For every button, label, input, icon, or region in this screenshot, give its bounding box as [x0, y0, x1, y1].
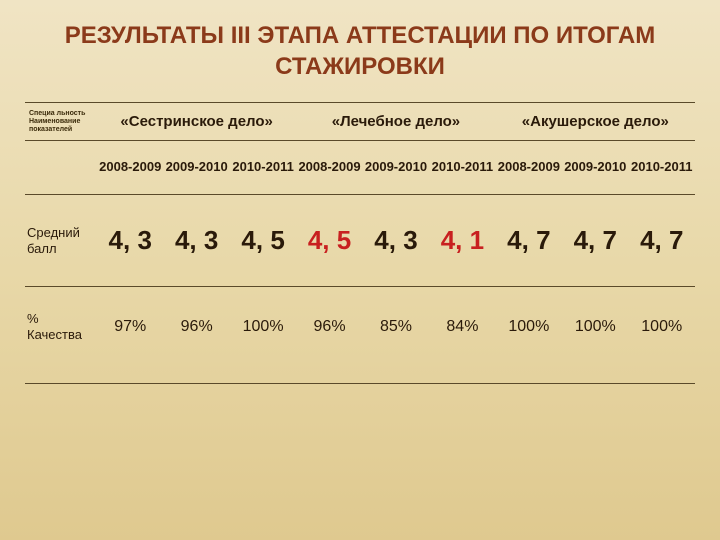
- year-header: 2008-2009: [296, 141, 362, 195]
- specialty-header: «Сестринское дело»: [97, 103, 296, 141]
- year-header: 2009-2010: [163, 141, 229, 195]
- avg-score-row: Средний балл 4, 3 4, 3 4, 5 4, 5 4, 3 4,…: [25, 195, 695, 287]
- table-cell: 100%: [496, 287, 562, 383]
- table-cell: 85%: [363, 287, 429, 383]
- avg-value: 4, 1: [441, 225, 484, 255]
- table-cell: 4, 7: [562, 195, 628, 287]
- empty-cell: [25, 141, 97, 195]
- avg-value: 4, 3: [109, 225, 152, 255]
- table-cell: 4, 3: [97, 195, 163, 287]
- year-header: 2008-2009: [97, 141, 163, 195]
- table-cell: 4, 7: [496, 195, 562, 287]
- pct-value: 100%: [243, 318, 284, 335]
- avg-value: 4, 5: [241, 225, 284, 255]
- table-cell: 96%: [163, 287, 229, 383]
- results-table: Специа льность Наименование показателей …: [25, 102, 695, 383]
- year-header: 2010-2011: [429, 141, 495, 195]
- pct-value: 97%: [114, 318, 146, 335]
- specialty-header: «Акушерское дело»: [496, 103, 695, 141]
- row-label: Средний балл: [25, 195, 97, 287]
- quality-pct-row: % Качества 97% 96% 100% 96% 85% 84% 100%…: [25, 287, 695, 383]
- avg-value: 4, 3: [175, 225, 218, 255]
- table-cell: 100%: [629, 287, 696, 383]
- specialty-header: «Лечебное дело»: [296, 103, 495, 141]
- table-cell: 100%: [230, 287, 296, 383]
- avg-value: 4, 7: [507, 225, 550, 255]
- pct-value: 100%: [575, 318, 616, 335]
- pct-value: 100%: [641, 318, 682, 335]
- pct-value: 96%: [314, 318, 346, 335]
- table-cell: 4, 7: [629, 195, 696, 287]
- year-header: 2009-2010: [363, 141, 429, 195]
- table-cell: 96%: [296, 287, 362, 383]
- pct-value: 96%: [181, 318, 213, 335]
- table-cell: 4, 1: [429, 195, 495, 287]
- corner-header: Специа льность Наименование показателей: [25, 103, 97, 141]
- avg-value: 4, 7: [640, 225, 683, 255]
- row-label: % Качества: [25, 287, 97, 383]
- specialty-header-row: Специа льность Наименование показателей …: [25, 103, 695, 141]
- year-header: 2010-2011: [230, 141, 296, 195]
- table-cell: 4, 3: [363, 195, 429, 287]
- pct-value: 85%: [380, 318, 412, 335]
- table-cell: 4, 3: [163, 195, 229, 287]
- table-cell: 84%: [429, 287, 495, 383]
- avg-value: 4, 3: [374, 225, 417, 255]
- page-title: РЕЗУЛЬТАТЫ III ЭТАПА АТТЕСТАЦИИ ПО ИТОГА…: [25, 20, 695, 82]
- avg-value: 4, 5: [308, 225, 351, 255]
- table-cell: 97%: [97, 287, 163, 383]
- pct-value: 100%: [508, 318, 549, 335]
- year-header-row: 2008-2009 2009-2010 2010-2011 2008-2009 …: [25, 141, 695, 195]
- table-cell: 100%: [562, 287, 628, 383]
- avg-value: 4, 7: [574, 225, 617, 255]
- year-header: 2009-2010: [562, 141, 628, 195]
- table-cell: 4, 5: [230, 195, 296, 287]
- year-header: 2010-2011: [629, 141, 696, 195]
- year-header: 2008-2009: [496, 141, 562, 195]
- pct-value: 84%: [446, 318, 478, 335]
- table-cell: 4, 5: [296, 195, 362, 287]
